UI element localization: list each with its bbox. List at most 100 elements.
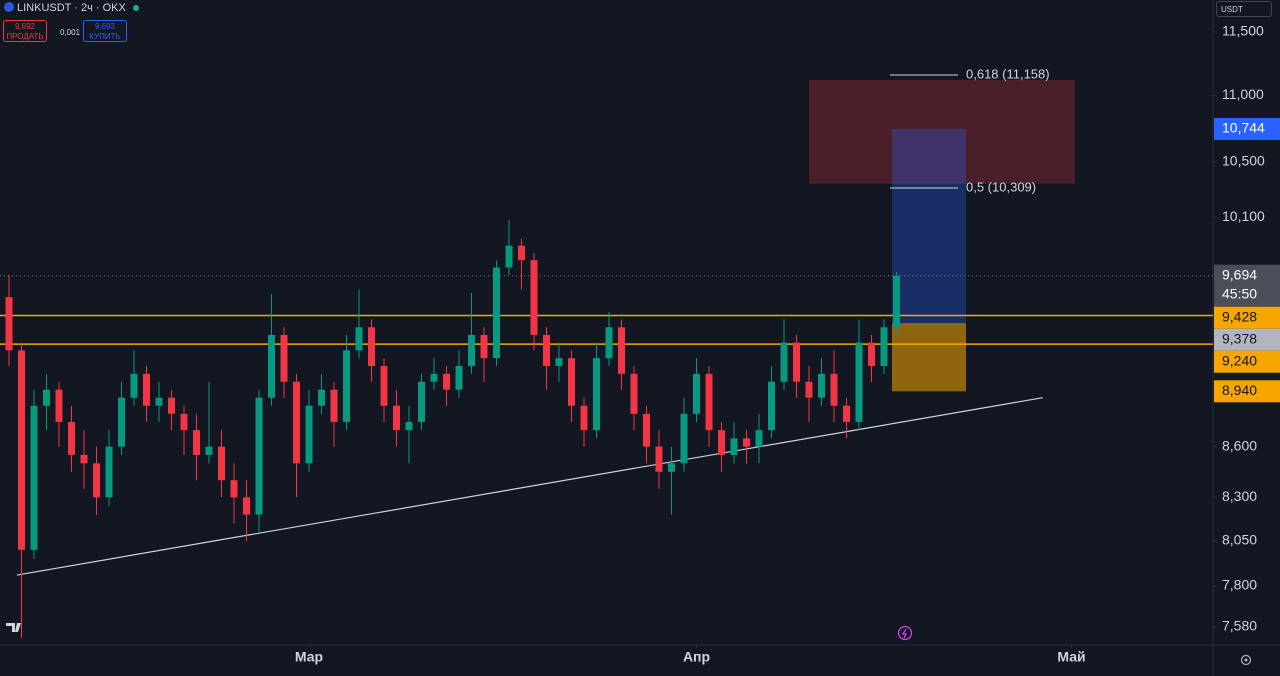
price-label: 9,378 bbox=[1222, 330, 1257, 346]
candle-body bbox=[455, 365, 463, 390]
y-tick-label: 7,800 bbox=[1222, 577, 1257, 593]
y-tick-label: 11,000 bbox=[1222, 86, 1264, 102]
candle-body bbox=[505, 245, 513, 268]
candle-body bbox=[668, 463, 675, 472]
candle-body bbox=[93, 463, 100, 498]
candle-body bbox=[568, 358, 575, 406]
price-label: 10,744 bbox=[1222, 120, 1265, 136]
sell-label: ПРОДАТЬ bbox=[6, 32, 44, 41]
position-stop bbox=[892, 323, 966, 392]
candle-body bbox=[68, 421, 75, 455]
price-label-box bbox=[1214, 350, 1280, 373]
candle-body bbox=[605, 327, 613, 359]
candle-body bbox=[243, 497, 250, 515]
candle-body bbox=[593, 358, 600, 431]
candle-body bbox=[480, 334, 488, 359]
candle-body bbox=[755, 430, 763, 447]
price-label-box bbox=[1214, 380, 1280, 403]
price-label: 9,694 bbox=[1222, 266, 1257, 282]
candle-body bbox=[155, 397, 163, 406]
price-label: 9,240 bbox=[1222, 352, 1257, 368]
y-tick-label: 8,600 bbox=[1222, 437, 1257, 453]
fib-label: 0,618 (11,158) bbox=[966, 66, 1050, 81]
candle-body bbox=[280, 334, 288, 382]
candle-body bbox=[893, 275, 900, 328]
market-status bbox=[132, 5, 139, 11]
currency-select[interactable]: USDT bbox=[1216, 1, 1272, 17]
candle-body bbox=[230, 480, 238, 498]
sell-price: 9,692 bbox=[14, 22, 36, 31]
candle-body bbox=[655, 446, 663, 472]
candle-body bbox=[880, 327, 888, 366]
symbol-icon bbox=[4, 2, 14, 12]
price-label: 8,940 bbox=[1222, 382, 1257, 398]
x-tick-label: Мар bbox=[295, 649, 323, 665]
candle-body bbox=[643, 413, 650, 447]
candle-body bbox=[418, 381, 425, 422]
candle-body bbox=[118, 397, 125, 447]
candle-body bbox=[18, 350, 25, 550]
candle-body bbox=[355, 327, 363, 351]
symbol-bar: LINKUSDT · 2ч · OKX bbox=[4, 2, 139, 14]
candle-body bbox=[868, 342, 875, 366]
candle-body bbox=[793, 342, 800, 382]
candle-body bbox=[5, 297, 13, 351]
tv-logo[interactable] bbox=[6, 623, 21, 632]
y-tick-label: 7,580 bbox=[1222, 618, 1257, 634]
candle-body bbox=[218, 446, 225, 481]
price-label-box bbox=[1214, 117, 1280, 140]
candle-body bbox=[130, 373, 138, 398]
y-tick-label: 8,050 bbox=[1222, 532, 1257, 548]
candle-body bbox=[43, 389, 50, 406]
candle-body bbox=[768, 381, 775, 431]
candle-body bbox=[305, 405, 313, 464]
buy-button[interactable]: 9,693 КУПИТЬ bbox=[83, 20, 127, 42]
candle-body bbox=[580, 405, 588, 431]
candle-body bbox=[693, 373, 700, 414]
supply-zone bbox=[809, 79, 1075, 184]
trendline bbox=[16, 397, 1043, 576]
countdown: 45:50 bbox=[1222, 285, 1257, 301]
candle-body bbox=[330, 389, 338, 422]
y-tick-label: 10,500 bbox=[1222, 152, 1265, 168]
settings-dot bbox=[1244, 658, 1248, 662]
candle-body bbox=[493, 267, 500, 359]
candle-body bbox=[30, 405, 38, 550]
events-bolt bbox=[901, 628, 907, 639]
candle-body bbox=[530, 260, 538, 335]
symbol[interactable]: LINKUSDT · 2ч · OKX bbox=[17, 2, 126, 14]
candle-body bbox=[430, 373, 438, 382]
price-label-box bbox=[1214, 306, 1280, 329]
spread: 0,001 bbox=[60, 28, 81, 37]
currency: USDT bbox=[1221, 5, 1243, 14]
events-icon[interactable] bbox=[897, 625, 913, 641]
candle-body bbox=[55, 389, 63, 422]
candle-body bbox=[168, 397, 175, 414]
candle-body bbox=[555, 358, 563, 366]
candle-body bbox=[830, 373, 838, 406]
candle-body bbox=[405, 421, 413, 431]
x-tick-label: Апр bbox=[683, 649, 710, 665]
price-label-box bbox=[1214, 328, 1280, 351]
candle-body bbox=[380, 365, 388, 406]
candle-body bbox=[543, 334, 550, 366]
candle-body bbox=[718, 430, 725, 455]
candle-body bbox=[268, 334, 275, 398]
candle-body bbox=[205, 446, 213, 455]
candle-body bbox=[293, 381, 300, 464]
y-tick-label: 10,100 bbox=[1222, 208, 1265, 224]
candle-body bbox=[630, 373, 638, 414]
candle-body bbox=[843, 405, 850, 422]
candle-body bbox=[393, 405, 400, 431]
candle-body bbox=[680, 413, 688, 464]
candle-body bbox=[518, 245, 525, 261]
candle-body bbox=[343, 350, 350, 422]
candle-body bbox=[318, 389, 325, 406]
y-tick-label: 11,500 bbox=[1222, 23, 1264, 39]
y-tick-label: 8,300 bbox=[1222, 488, 1257, 504]
candle-body bbox=[705, 373, 713, 431]
position-target bbox=[892, 128, 966, 324]
settings-icon[interactable] bbox=[1240, 654, 1252, 666]
sell-button[interactable]: 9,692 ПРОДАТЬ bbox=[3, 20, 47, 42]
